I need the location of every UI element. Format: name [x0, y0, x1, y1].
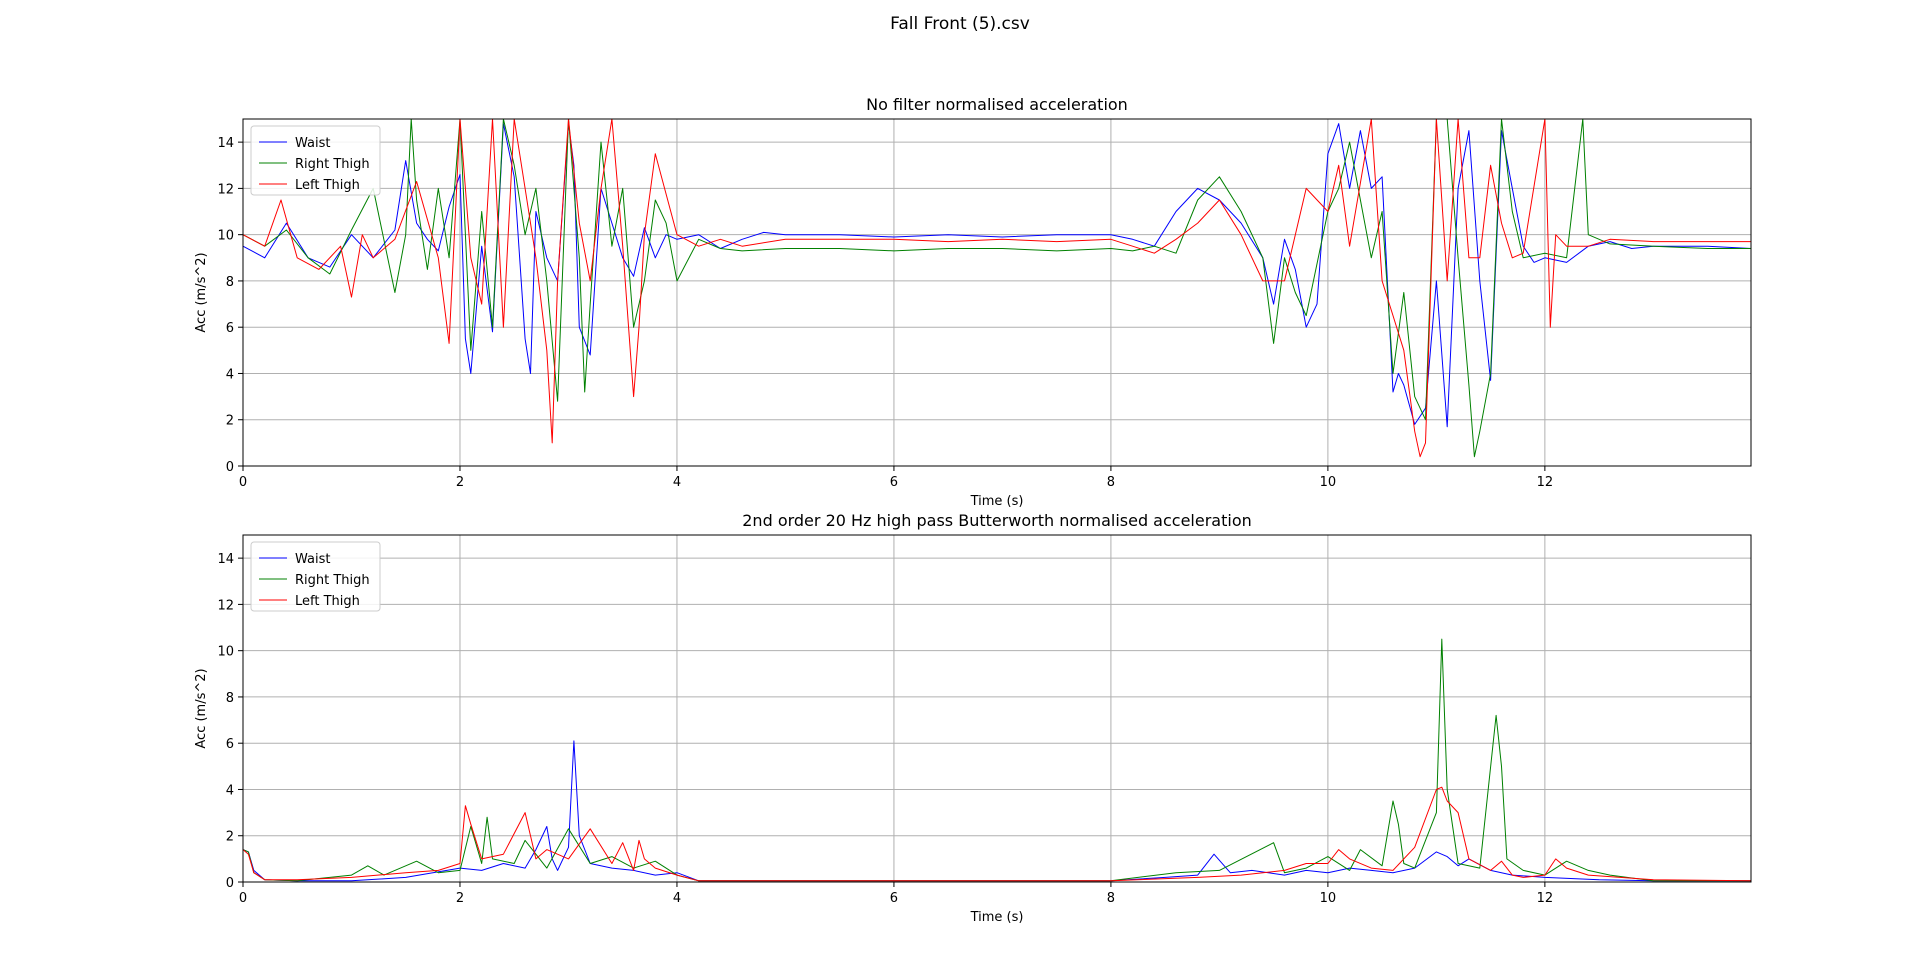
panel1-ytick-label-6: 6 — [226, 321, 234, 336]
panel1-ytick-label-14: 14 — [217, 136, 234, 151]
panel1-ytick-label-12: 12 — [217, 182, 234, 197]
panel1-ytick-label-0: 0 — [226, 460, 234, 475]
panel2-series-right-thigh — [243, 638, 1751, 882]
panel2-xtick-label-6: 6 — [890, 891, 898, 906]
panel2-xtick-label-10: 10 — [1320, 891, 1337, 906]
panel2-ytick-label-0: 0 — [226, 876, 234, 891]
panel2-ytick-label-14: 14 — [217, 552, 234, 567]
panel2-axes-frame — [242, 534, 1752, 883]
panel2-legend-label-right-thigh: Right Thigh — [295, 573, 370, 588]
panel1-xtick-label-10: 10 — [1320, 475, 1337, 490]
panel1-ytick-label-8: 8 — [226, 275, 234, 290]
panel1-title: No filter normalised acceleration — [866, 95, 1128, 114]
panel2-ytick-label-4: 4 — [226, 783, 234, 798]
panel2-title: 2nd order 20 Hz high pass Butterworth no… — [742, 511, 1252, 530]
panel1-xtick-label-8: 8 — [1107, 475, 1115, 490]
panel2-ylabel: Acc (m/s^2) — [194, 668, 209, 748]
panel1-series-right-thigh — [243, 119, 1751, 458]
panel1-legend-label-right-thigh: Right Thigh — [295, 157, 370, 172]
panel2-ytick-label-8: 8 — [226, 691, 234, 706]
panel1-legend-label-waist: Waist — [295, 136, 330, 151]
panel2-xtick-label-8: 8 — [1107, 891, 1115, 906]
panel1-ytick-label-2: 2 — [226, 414, 234, 429]
panel1-xlabel: Time (s) — [970, 494, 1024, 509]
panel2-legend-label-waist: Waist — [295, 552, 330, 567]
panel2-ytick-label-6: 6 — [226, 737, 234, 752]
panel1-ytick-label-4: 4 — [226, 367, 234, 382]
panel2-xlabel: Time (s) — [970, 910, 1024, 925]
panel2-legend-label-left-thigh: Left Thigh — [295, 594, 360, 609]
panel1-legend-label-left-thigh: Left Thigh — [295, 178, 360, 193]
panel2-series-left-thigh — [243, 786, 1751, 882]
panel1-legend — [250, 125, 381, 196]
panel1-xtick-label-12: 12 — [1537, 475, 1554, 490]
panel2-xtick-label-12: 12 — [1537, 891, 1554, 906]
panel2-xtick-label-0: 0 — [239, 891, 247, 906]
panel2-xtick-label-2: 2 — [456, 891, 464, 906]
panel1-series-left-thigh — [243, 119, 1751, 458]
panel2-ytick-label-12: 12 — [217, 598, 234, 613]
panel2-legend — [250, 541, 381, 612]
panel1-ytick-label-10: 10 — [217, 229, 234, 244]
panel2-ytick-label-10: 10 — [217, 645, 234, 660]
panel1-xtick-label-0: 0 — [239, 475, 247, 490]
panel2-ytick-label-2: 2 — [226, 830, 234, 845]
panel1-series-waist — [243, 123, 1751, 428]
panel1-axes-frame — [242, 118, 1752, 467]
figure-title: Fall Front (5).csv — [890, 14, 1030, 34]
panel1-ylabel: Acc (m/s^2) — [194, 252, 209, 332]
panel1-xtick-label-4: 4 — [673, 475, 681, 490]
panel2-xtick-label-4: 4 — [673, 891, 681, 906]
panel1-xtick-label-6: 6 — [890, 475, 898, 490]
panel1-xtick-label-2: 2 — [456, 475, 464, 490]
panel2-series-waist — [243, 740, 1751, 882]
